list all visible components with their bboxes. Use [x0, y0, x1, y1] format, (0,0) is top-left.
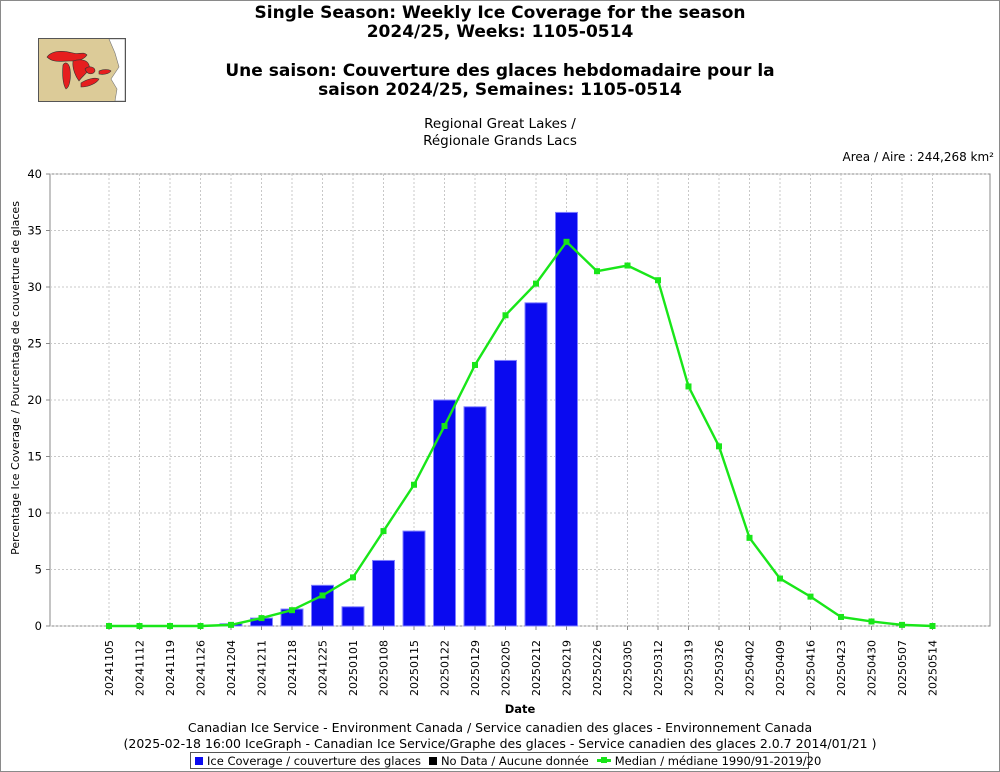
- chart-legend: Ice Coverage / couverture des glaces No …: [190, 752, 821, 769]
- x-axis-label: Date: [505, 702, 536, 716]
- median-point: [594, 268, 600, 275]
- ice-coverage-bar: [494, 359, 517, 627]
- x-tick-label: 20250108: [378, 640, 391, 696]
- median-point: [899, 621, 905, 628]
- area-label: Area / Aire : 244,268 km²: [842, 150, 994, 164]
- x-tick-label: 20241204: [225, 640, 238, 696]
- x-tick-label: 20250226: [591, 640, 604, 696]
- median-point: [777, 575, 783, 582]
- title-en-line2: 2024/25, Weeks: 1105-0514: [366, 22, 634, 42]
- x-tick-label: 20250129: [469, 640, 482, 696]
- median-line: [109, 239, 933, 628]
- footer-line1: Canadian Ice Service - Environment Canad…: [187, 720, 813, 735]
- median-point: [624, 262, 631, 269]
- legend-label-ice: Ice Coverage / couverture des glaces: [207, 753, 421, 768]
- x-tick-label: 20250416: [805, 640, 818, 696]
- x-tick-label: 20241225: [317, 640, 330, 696]
- x-tick-label: 20250122: [439, 640, 452, 696]
- y-tick-label: 0: [35, 619, 42, 633]
- x-tick-label: 20250326: [713, 640, 726, 696]
- ice-coverage-bar: [402, 530, 426, 627]
- median-point: [533, 280, 539, 287]
- y-tick-label: 25: [27, 337, 42, 351]
- median-point: [685, 383, 692, 390]
- median-point: [350, 574, 356, 581]
- y-tick-label: 10: [27, 506, 42, 520]
- median-point: [472, 361, 478, 368]
- legend-label-median: Median / médiane 1990/91-2019/20: [614, 753, 822, 768]
- median-point: [746, 534, 753, 541]
- ice-coverage-bar: [341, 606, 365, 627]
- region-line2: Régionale Grands Lacs: [423, 133, 577, 149]
- footer-line2: (2025-02-18 16:00 IceGraph - Canadian Ic…: [123, 736, 877, 751]
- x-tick-label: 20250430: [866, 640, 879, 696]
- x-tick-label: 20250423: [835, 640, 848, 696]
- legend-swatch-ice: [195, 756, 203, 765]
- x-tick-label: 20250507: [896, 640, 909, 696]
- median-point: [502, 312, 509, 319]
- y-tick-label: 20: [27, 393, 42, 407]
- median-point: [655, 277, 661, 284]
- ice-coverage-bar: [555, 211, 578, 627]
- legend-label-nodata: No Data / Aucune donnée: [440, 753, 589, 768]
- x-tick-label: 20241211: [256, 640, 269, 696]
- median-point: [136, 623, 143, 629]
- x-tick-label: 20250115: [408, 640, 421, 696]
- x-tick-label: 20241105: [103, 640, 116, 696]
- y-axis-label: Percentage Ice Coverage / Pourcentage de…: [9, 201, 22, 555]
- great-lakes-map-icon: [38, 38, 126, 102]
- x-tick-label: 20250312: [652, 640, 665, 696]
- x-tick-label: 20241119: [164, 640, 177, 696]
- median-point: [868, 618, 875, 625]
- median-point: [289, 607, 295, 614]
- x-tick-label: 20250305: [622, 640, 635, 696]
- ice-coverage-bar: [463, 406, 487, 627]
- x-tick-label: 20250205: [500, 640, 513, 696]
- median-point: [258, 615, 265, 622]
- median-point: [441, 422, 448, 429]
- ice-coverage-bar: [372, 559, 395, 627]
- y-tick-label: 5: [35, 563, 42, 577]
- title-fr-line1: Une saison: Couverture des glaces hebdom…: [225, 61, 775, 81]
- ice-coverage-bar: [433, 399, 456, 627]
- title-fr-line2: saison 2024/25, Semaines: 1105-0514: [318, 80, 682, 100]
- legend-item-nodata: No Data / Aucune donnée: [428, 753, 589, 768]
- median-point: [228, 621, 234, 628]
- median-point: [380, 528, 387, 535]
- region-line1: Regional Great Lakes /: [424, 116, 576, 132]
- legend-item-ice: Ice Coverage / couverture des glaces: [195, 754, 421, 768]
- median-point: [563, 238, 570, 245]
- legend-item-median: Median / médiane 1990/91-2019/20: [596, 753, 822, 768]
- median-point: [807, 593, 814, 600]
- x-tick-label: 20250219: [561, 640, 574, 696]
- y-tick-label: 40: [27, 167, 42, 181]
- ice-coverage-bar: [524, 302, 548, 627]
- title-en-line1: Single Season: Weekly Ice Coverage for t…: [254, 3, 746, 23]
- y-tick-label: 35: [27, 224, 42, 238]
- y-tick-label: 15: [27, 450, 42, 464]
- ice-coverage-bar: [311, 584, 334, 627]
- x-tick-label: 20250212: [530, 640, 543, 696]
- median-point: [319, 592, 326, 599]
- median-point: [716, 443, 722, 450]
- legend-swatch-median: [596, 757, 611, 763]
- x-tick-label: 20250101: [347, 640, 360, 696]
- x-tick-label: 20250409: [774, 640, 787, 696]
- x-tick-label: 20241126: [195, 640, 208, 696]
- median-point: [838, 613, 844, 620]
- x-tick-label: 20241218: [286, 640, 299, 696]
- median-point: [197, 623, 204, 629]
- y-tick-label: 30: [27, 280, 42, 294]
- median-point: [167, 623, 173, 629]
- x-tick-label: 20250402: [744, 640, 757, 696]
- legend-swatch-nodata: [428, 756, 437, 765]
- median-point: [929, 623, 936, 629]
- x-tick-label: 20241112: [134, 640, 147, 696]
- median-point: [411, 481, 417, 488]
- x-tick-label: 20250514: [927, 640, 940, 696]
- median-point: [106, 623, 112, 629]
- x-tick-label: 20250319: [683, 640, 696, 696]
